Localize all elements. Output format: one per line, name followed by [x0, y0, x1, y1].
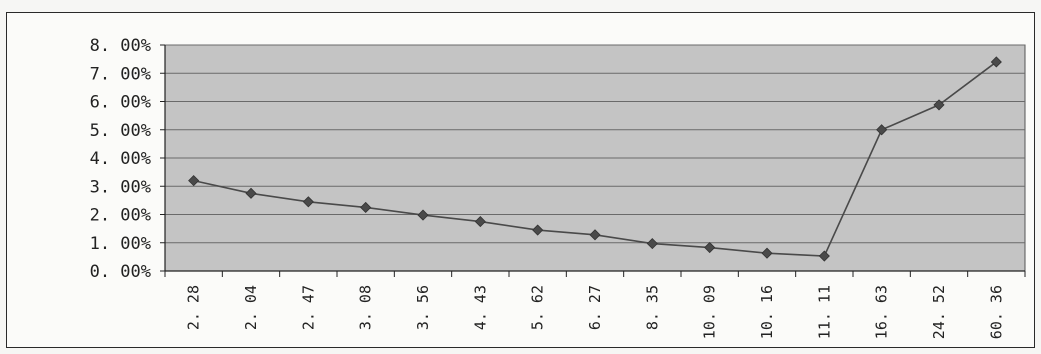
data-point-5 [474, 215, 486, 228]
x-tick-label-1: 2. 04 [242, 285, 260, 330]
x-axis-ticks: 2. 28 2. 04 2. 47 3. 08 3. 56 4. 43 5. 62 6. 27… [164, 271, 1026, 339]
y-tick-label-5: 5. 00% [90, 121, 151, 141]
x-tick-label-7: 6. 27 [586, 285, 604, 330]
x-tick-label-4: 3. 56 [414, 285, 432, 330]
data-point-8 [646, 238, 658, 250]
y-tick-label-3: 3. 00% [90, 177, 151, 197]
data-point-3 [360, 201, 372, 214]
x-tick-label-14: 60. 36 [987, 285, 1005, 339]
series-layer [188, 56, 1002, 262]
x-tick-label-6: 5. 62 [529, 285, 547, 330]
data-point-7 [589, 229, 601, 241]
data-point-11 [818, 250, 830, 262]
data-point-1 [245, 187, 257, 199]
y-tick-label-0: 0. 00% [90, 262, 151, 282]
x-tick-label-9: 10. 09 [701, 285, 719, 339]
x-tick-label-5: 4. 43 [471, 285, 489, 330]
x-tick-label-11: 11. 11 [815, 285, 833, 339]
y-tick-label-2: 2. 00% [90, 206, 151, 226]
x-tick-label-10: 10. 16 [758, 285, 776, 339]
x-tick-label-12: 16. 63 [873, 285, 891, 339]
y-tick-label-7: 7. 00% [90, 64, 151, 84]
x-tick-label-3: 3. 08 [357, 285, 375, 330]
x-tick-label-0: 2. 28 [185, 285, 203, 330]
data-point-14 [990, 56, 1002, 68]
y-tick-label-6: 6. 00% [90, 93, 151, 113]
y-tick-label-8: 8. 00% [90, 36, 151, 56]
x-tick-label-13: 24. 52 [930, 285, 948, 339]
y-tick-label-4: 4. 00% [90, 149, 151, 169]
chart-frame: 0. 00% 1. 00% 2. 00% 3. 00% 4. 00% 5. 00% 6. 0… [6, 12, 1035, 348]
data-point-2 [302, 196, 314, 208]
data-point-4 [417, 209, 429, 221]
data-point-0 [188, 175, 200, 187]
data-point-12 [876, 124, 888, 136]
y-tick-label-1: 1. 00% [90, 234, 151, 254]
gridlines [165, 44, 1025, 244]
line-chart: 0. 00% 1. 00% 2. 00% 3. 00% 4. 00% 5. 00% 6. 0… [90, 36, 1026, 339]
y-axis-ticks: 0. 00% 1. 00% 2. 00% 3. 00% 4. 00% 5. 00% 6. 0… [90, 36, 165, 282]
data-point-10 [761, 247, 773, 259]
x-tick-label-2: 2. 47 [299, 285, 317, 330]
data-point-6 [532, 224, 544, 236]
data-point-13 [933, 99, 945, 111]
x-tick-label-8: 8. 35 [643, 285, 661, 330]
data-point-9 [704, 241, 716, 254]
